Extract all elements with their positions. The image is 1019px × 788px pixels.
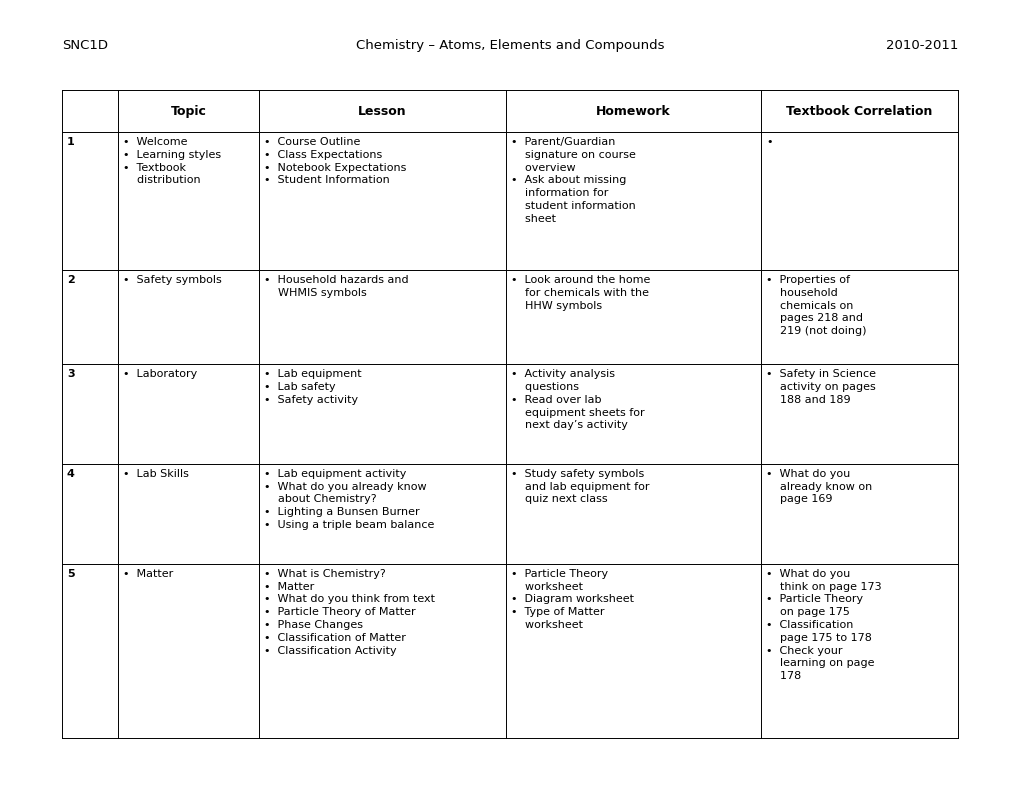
Text: •  Matter: • Matter — [122, 569, 172, 579]
Text: •  What do you
    think on page 173
•  Particle Theory
    on page 175
•  Class: • What do you think on page 173 • Partic… — [765, 569, 880, 682]
Text: •  Parent/Guardian
    signature on course
    overview
•  Ask about missing
   : • Parent/Guardian signature on course ov… — [511, 137, 635, 224]
Text: 4: 4 — [67, 469, 74, 478]
Text: •  Household hazards and
    WHMIS symbols: • Household hazards and WHMIS symbols — [264, 275, 409, 298]
Text: •  What do you
    already know on
    page 169: • What do you already know on page 169 — [765, 469, 871, 504]
Text: •  Look around the home
    for chemicals with the
    HHW symbols: • Look around the home for chemicals wit… — [511, 275, 649, 310]
Text: 2: 2 — [67, 275, 74, 285]
Text: Textbook Correlation: Textbook Correlation — [786, 105, 931, 117]
Text: •  Laboratory: • Laboratory — [122, 370, 197, 379]
Text: •: • — [765, 137, 771, 147]
Text: •  Course Outline
•  Class Expectations
•  Notebook Expectations
•  Student Info: • Course Outline • Class Expectations • … — [264, 137, 407, 185]
Text: •  Safety in Science
    activity on pages
    188 and 189: • Safety in Science activity on pages 18… — [765, 370, 875, 405]
Text: Chemistry – Atoms, Elements and Compounds: Chemistry – Atoms, Elements and Compound… — [356, 39, 663, 51]
Text: 3: 3 — [67, 370, 74, 379]
Text: Lesson: Lesson — [358, 105, 407, 117]
Text: Homework: Homework — [595, 105, 669, 117]
Text: Topic: Topic — [170, 105, 206, 117]
Text: •  What is Chemistry?
•  Matter
•  What do you think from text
•  Particle Theor: • What is Chemistry? • Matter • What do … — [264, 569, 435, 656]
Text: 2010-2011: 2010-2011 — [884, 39, 957, 51]
Text: •  Lab equipment activity
•  What do you already know
    about Chemistry?
•  Li: • Lab equipment activity • What do you a… — [264, 469, 434, 530]
Text: SNC1D: SNC1D — [62, 39, 108, 51]
Text: •  Lab Skills: • Lab Skills — [122, 469, 189, 478]
Text: •  Particle Theory
    worksheet
•  Diagram worksheet
•  Type of Matter
    work: • Particle Theory worksheet • Diagram wo… — [511, 569, 633, 630]
Text: •  Safety symbols: • Safety symbols — [122, 275, 221, 285]
Text: •  Study safety symbols
    and lab equipment for
    quiz next class: • Study safety symbols and lab equipment… — [511, 469, 648, 504]
Text: •  Properties of
    household
    chemicals on
    pages 218 and
    219 (not d: • Properties of household chemicals on p… — [765, 275, 865, 336]
Text: •  Welcome
•  Learning styles
•  Textbook
    distribution: • Welcome • Learning styles • Textbook d… — [122, 137, 220, 185]
Text: 1: 1 — [67, 137, 74, 147]
Text: 5: 5 — [67, 569, 74, 579]
Text: •  Activity analysis
    questions
•  Read over lab
    equipment sheets for
   : • Activity analysis questions • Read ove… — [511, 370, 644, 430]
Text: •  Lab equipment
•  Lab safety
•  Safety activity: • Lab equipment • Lab safety • Safety ac… — [264, 370, 362, 405]
